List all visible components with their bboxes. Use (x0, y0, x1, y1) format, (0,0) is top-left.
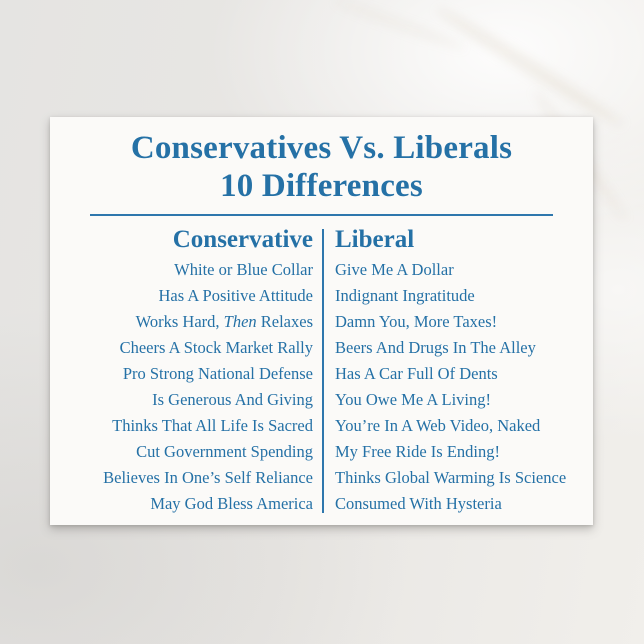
conservative-item: Thinks That All Life Is Sacred (112, 416, 313, 435)
conservative-item: White or Blue Collar (174, 260, 313, 279)
liberal-item: You’re In A Web Video, Naked (335, 416, 541, 435)
postcard-title-line-1: Conservatives Vs. Liberals (130, 130, 513, 166)
postcard-title: Conservatives Vs. Liberals 10 Difference… (50, 129, 593, 205)
conservative-item-text: Relaxes (256, 312, 313, 331)
conservative-item: Cheers A Stock Market Rally (119, 338, 313, 357)
postcard-title-line-2: 10 Differences (220, 168, 423, 204)
conservative-item: May God Bless America (150, 494, 313, 513)
column-divider (322, 229, 324, 513)
marble-vein (433, 2, 627, 132)
conservative-item: Cut Government Spending (136, 442, 313, 461)
conservative-item: Believes In One’s Self Reliance (103, 468, 313, 487)
conservative-column: Conservative White or Blue Collar Has A … (50, 223, 313, 517)
liberal-column-header: Liberal (335, 226, 415, 253)
conservative-item: Works Hard, Then Relaxes (50, 309, 313, 335)
liberal-item: You Owe Me A Living! (335, 390, 492, 409)
conservative-column-header: Conservative (172, 226, 313, 253)
liberal-column: Liberal Give Me A Dollar Indignant Ingra… (335, 223, 593, 517)
liberal-item: My Free Ride Is Ending! (335, 442, 500, 461)
conservative-item-italic-text: Then (223, 312, 257, 331)
conservative-item: Has A Positive Attitude (158, 286, 313, 305)
marble-vein (332, 0, 468, 53)
conservative-item: Pro Strong National Defense (122, 364, 313, 383)
liberal-item: Indignant Ingratitude (335, 286, 475, 305)
liberal-item: Give Me A Dollar (335, 260, 454, 279)
liberal-item: Consumed With Hysteria (335, 494, 502, 513)
liberal-item: Thinks Global Warming Is Science (335, 468, 567, 487)
title-divider-rule (90, 214, 553, 216)
liberal-item: Beers And Drugs In The Alley (335, 338, 536, 357)
conservative-item: Is Generous And Giving (152, 390, 313, 409)
liberal-item: Has A Car Full Of Dents (335, 364, 498, 383)
liberal-item: Damn You, More Taxes! (335, 312, 498, 331)
postcard: Conservatives Vs. Liberals 10 Difference… (50, 117, 593, 525)
conservative-item-text: Works Hard, (135, 312, 224, 331)
